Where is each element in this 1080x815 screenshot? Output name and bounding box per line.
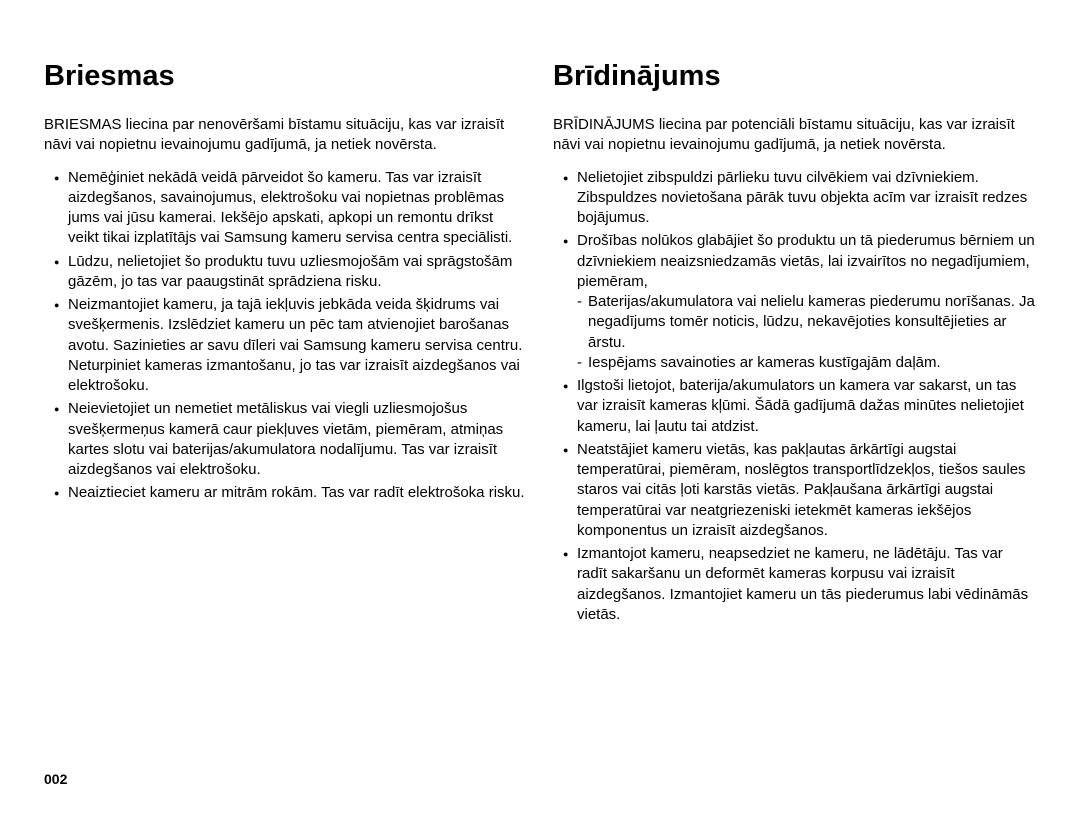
sub-list-item: Baterijas/akumulatora vai nelielu kamera… bbox=[577, 292, 1036, 353]
columns-container: Briesmas BRIESMAS liecina par nenovēršam… bbox=[44, 60, 1036, 628]
document-page: DANGER WARNING Briesmas BRIESMAS liecina… bbox=[0, 0, 1080, 815]
left-bullets: Nemēģiniet nekādā veidā pārveidot šo kam… bbox=[44, 168, 527, 504]
list-item: Nemēģiniet nekādā veidā pārveidot šo kam… bbox=[54, 168, 527, 249]
sub-list: Baterijas/akumulatora vai nelielu kamera… bbox=[577, 292, 1036, 373]
page-number: 002 bbox=[44, 771, 67, 787]
sub-list-item: Iespējams savainoties ar kameras kustīga… bbox=[577, 353, 1036, 373]
list-item: Neievietojiet un nemetiet metāliskus vai… bbox=[54, 399, 527, 480]
left-intro: BRIESMAS liecina par nenovēršami bīstamu… bbox=[44, 115, 527, 156]
list-item: Drošības nolūkos glabājiet šo produktu u… bbox=[563, 231, 1036, 373]
list-item: Ilgstoši lietojot, baterija/akumulators … bbox=[563, 376, 1036, 437]
list-item: Neaiztieciet kameru ar mitrām rokām. Tas… bbox=[54, 483, 527, 503]
list-item: Neatstājiet kameru vietās, kas pakļautas… bbox=[563, 440, 1036, 541]
list-item: Nelietojiet zibspuldzi pārlieku tuvu cil… bbox=[563, 168, 1036, 229]
left-heading: Briesmas bbox=[44, 60, 527, 93]
right-column: Brīdinājums BRĪDINĀJUMS liecina par pote… bbox=[553, 60, 1036, 628]
right-heading: Brīdinājums bbox=[553, 60, 1036, 93]
list-item: Izmantojot kameru, neapsedziet ne kameru… bbox=[563, 544, 1036, 625]
right-intro: BRĪDINĀJUMS liecina par potenciāli bīsta… bbox=[553, 115, 1036, 156]
list-item: Lūdzu, nelietojiet šo produktu tuvu uzli… bbox=[54, 252, 527, 293]
right-bullets: Nelietojiet zibspuldzi pārlieku tuvu cil… bbox=[553, 168, 1036, 626]
list-item-text: Drošības nolūkos glabājiet šo produktu u… bbox=[577, 232, 1035, 290]
left-column: Briesmas BRIESMAS liecina par nenovēršam… bbox=[44, 60, 527, 628]
list-item: Neizmantojiet kameru, ja tajā iekļuvis j… bbox=[54, 295, 527, 396]
